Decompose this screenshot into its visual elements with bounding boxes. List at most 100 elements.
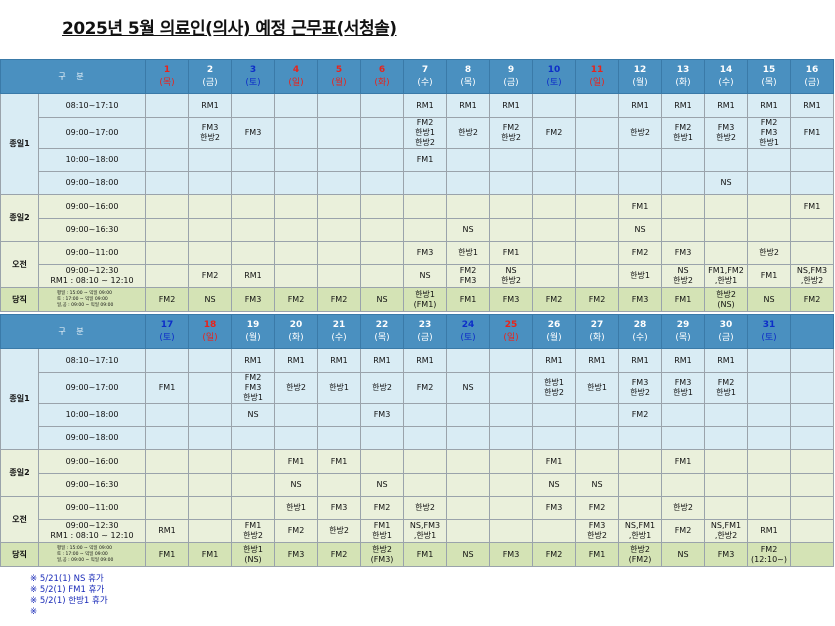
shift-value: 한방1 — [587, 383, 607, 392]
shift-cell: FM1 — [661, 287, 705, 312]
shift-value: 한방1 — [630, 271, 650, 280]
shift-cell — [231, 473, 275, 497]
weekday: (목) — [159, 77, 175, 88]
shift-value: NS — [376, 294, 388, 304]
shift-value: RM1 — [287, 355, 305, 365]
shift-cell: 한방1 한방2 — [532, 372, 576, 404]
weekday: (토) — [245, 77, 261, 88]
shift-cell — [575, 449, 619, 474]
group-label: 종일2 — [0, 194, 39, 242]
shift-cell — [231, 93, 275, 118]
shift-value: 한방2 — [673, 503, 693, 512]
schedule-row: 당직 평일 : 15:00 ~ 익일 09:00 토 : 17:00 ~ 익일 09… — [0, 542, 834, 567]
shift-value: ,한방1 — [714, 276, 738, 285]
shift-cell — [360, 449, 404, 474]
shift-value: RM1 — [158, 526, 176, 535]
shift-value: 한방2 — [200, 133, 220, 142]
shift-cell — [575, 171, 619, 195]
schedule-row: 10:00~18:00 FM1 — [1, 148, 834, 172]
time-slot: 09:00~16:00 — [38, 449, 146, 474]
shift-cell — [317, 241, 361, 265]
shift-cell — [317, 403, 361, 427]
day-header: 2 (금) — [188, 59, 232, 94]
day-number: 22 — [375, 319, 389, 330]
shift-value: 한방1 — [673, 388, 693, 397]
duty-note: 일,공 : 09:00 ~ 익일 09:00 — [57, 557, 114, 563]
day-number: 14 — [719, 64, 733, 75]
shift-value: 한방2 — [630, 128, 650, 137]
time-label: 09:00~17:00 — [65, 128, 119, 137]
shift-value: FM1 — [674, 456, 692, 466]
schedule-row: 09:00~17:00 FM3 한방2 FM3 FM2 한방1 한방2 한방2 FM2 한방2 FM… — [1, 117, 834, 149]
shift-value: FM3 — [502, 549, 520, 559]
day-header: 7 (수) — [403, 59, 447, 94]
shift-value: 한방2 — [501, 133, 521, 142]
shift-cell: NS — [618, 218, 662, 242]
shift-value: NS,FM1 — [624, 521, 656, 530]
schedule-row: 오전 09:00~11:00 FM3 한방1 FM1 FM2 FM3 한방2 — [0, 241, 834, 288]
shift-value: FM1 — [674, 294, 692, 304]
day-header: 24 (토) — [446, 314, 490, 349]
day-header: 15 (목) — [747, 59, 791, 94]
shift-value: FM2 — [545, 128, 563, 137]
weekday: (목) — [761, 77, 777, 88]
shift-value: 한방1 — [372, 531, 392, 540]
day-number: 18 — [203, 319, 217, 330]
shift-value: FM3 — [244, 383, 262, 392]
shift-value: 한방2 — [458, 128, 478, 137]
shift-cell: NS,FM3 ,한방2 — [790, 264, 834, 288]
shift-cell — [704, 449, 748, 474]
shift-cell — [188, 218, 232, 242]
shift-cell — [403, 449, 447, 474]
shift-cell — [575, 403, 619, 427]
shift-value: NS,FM3 — [409, 521, 441, 530]
shift-cell — [274, 241, 318, 265]
shift-cell — [489, 171, 533, 195]
shift-value: 한방1 — [243, 393, 263, 402]
shift-value: RM1 — [588, 355, 606, 365]
footnote-4: ※ — [30, 607, 38, 617]
shift-cell — [145, 496, 189, 520]
shift-cell — [274, 264, 318, 288]
shift-value: FM2 — [330, 549, 348, 559]
shift-cell: RM1 — [231, 348, 275, 373]
schedule-row: 09:00~12:30 RM1 : 08:10 ~ 12:10 RM1 FM1 한방2 F… — [1, 519, 834, 543]
shift-value: FM2 — [416, 118, 434, 128]
shift-cell — [575, 426, 619, 450]
shift-value: NS,FM1 — [710, 521, 742, 530]
weekday: (금) — [503, 77, 519, 88]
shift-cell: 한방1 — [274, 496, 318, 520]
shift-cell — [790, 496, 834, 520]
shift-cell: FM3 — [231, 287, 275, 312]
weekday: (일) — [589, 77, 605, 88]
shift-cell: FM2 (12:10~) — [747, 542, 791, 567]
shift-cell: FM1 한방1 — [360, 519, 404, 543]
shift-value: 한방2 — [587, 531, 607, 540]
shift-cell — [704, 218, 748, 242]
day-number: 1 — [163, 64, 171, 75]
shift-cell — [575, 218, 619, 242]
weekday: (화) — [374, 77, 390, 88]
shift-value: FM3 — [717, 549, 735, 559]
shift-value: 한방1 — [458, 248, 478, 257]
shift-cell — [661, 171, 705, 195]
shift-cell: FM2 — [360, 496, 404, 520]
shift-cell: FM2 FM3 한방1 — [747, 117, 791, 149]
shift-cell: FM2 — [188, 264, 232, 288]
day-header: 31 (토) — [747, 314, 791, 349]
shift-cell: 한방1 (FM1) — [403, 287, 447, 312]
shift-cell — [532, 426, 576, 450]
time-slot: 09:00~12:30 RM1 : 08:10 ~ 12:10 — [38, 264, 146, 288]
shift-value: FM1 — [201, 549, 219, 559]
shift-cell: NS — [188, 287, 232, 312]
shift-cell — [532, 194, 576, 219]
shift-cell — [274, 93, 318, 118]
shift-cell: FM1 — [274, 449, 318, 474]
weekday: (토) — [460, 332, 476, 343]
day-number: 7 — [421, 64, 429, 75]
shift-cell — [274, 426, 318, 450]
shift-cell — [145, 449, 189, 474]
shift-cell — [145, 148, 189, 172]
time-slot: 평일 : 15:00 ~ 익일 09:00 토 : 17:00 ~ 익일 09:0… — [38, 542, 146, 567]
day-number: 25 — [504, 319, 518, 330]
